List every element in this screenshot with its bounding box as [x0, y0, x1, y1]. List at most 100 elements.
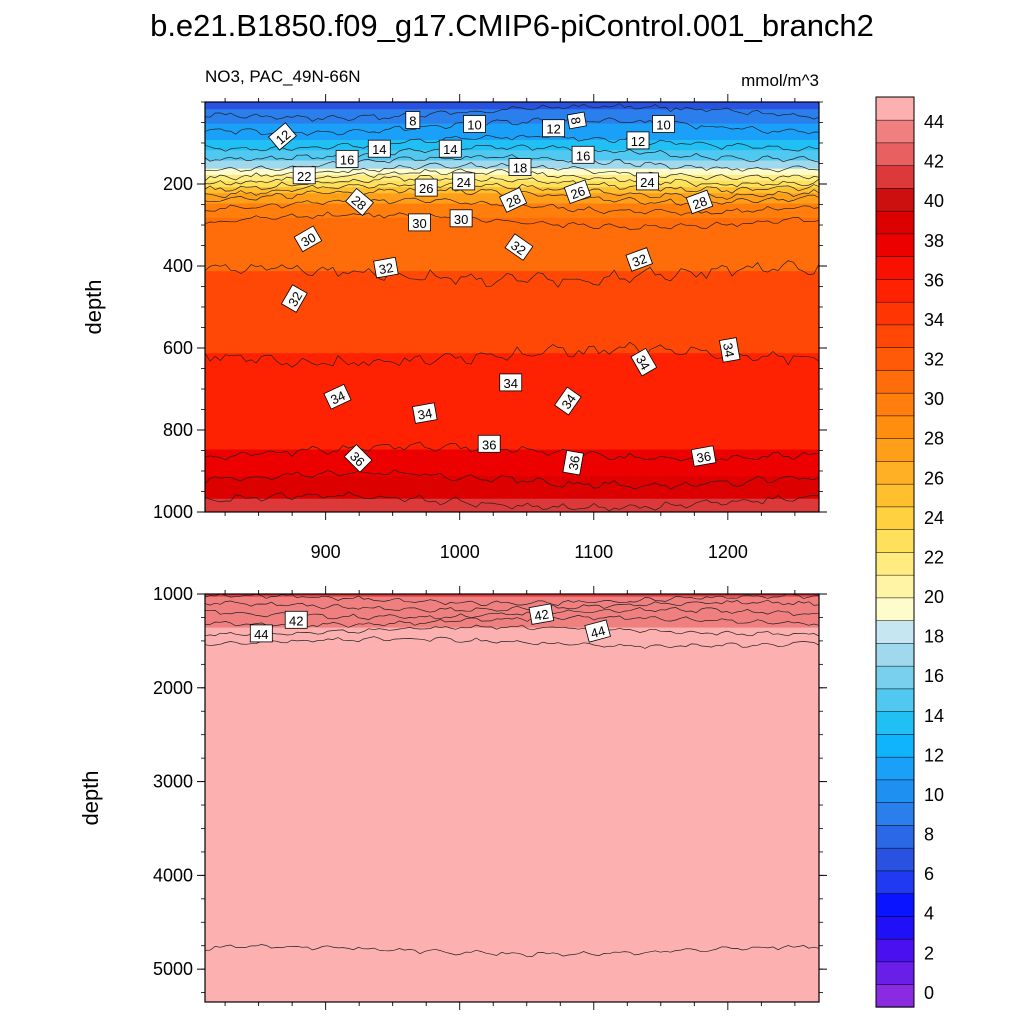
colorbar-swatch: [875, 733, 915, 758]
colorbar-swatch: [875, 551, 915, 576]
upper-contour-label-text: 32: [508, 238, 528, 259]
upper-contour-label: 34: [718, 337, 741, 363]
upper-contour-label: 24: [452, 172, 476, 191]
upper-contour-line: [205, 211, 819, 230]
upper-contour-label-text: 34: [720, 342, 737, 359]
upper-contour-line: [205, 175, 819, 194]
upper-contour-label: 34: [323, 383, 352, 410]
upper-band: [205, 271, 819, 360]
upper-contour-label-text: 32: [285, 289, 305, 309]
upper-contour-label-text: 26: [419, 181, 433, 196]
upper-contour-label-text: 12: [631, 134, 645, 149]
upper-contour-line: [205, 144, 819, 163]
upper-contour-label: 12: [626, 131, 650, 150]
upper-contour-label: 14: [438, 139, 462, 158]
colorbar-tick-label: 2: [924, 943, 934, 963]
upper-contour-label-text: 14: [372, 142, 386, 157]
upper-contour-label: 10: [463, 115, 486, 133]
upper-contour-label: 30: [449, 209, 473, 228]
upper-contour-label-text: 10: [656, 118, 670, 133]
units-label: mmol/m^3: [741, 71, 819, 90]
upper-contour-label-text: 34: [633, 353, 653, 373]
colorbar-swatch: [875, 256, 915, 280]
colorbar-tick-label: 42: [924, 152, 944, 172]
y-tick-label: 200: [163, 174, 193, 194]
colorbar-swatch: [875, 915, 915, 940]
upper-contour-label-text: 36: [695, 448, 712, 465]
upper-contour-label-text: 36: [482, 437, 496, 452]
upper-contour-label: 36: [343, 443, 373, 473]
upper-contour-label-text: 16: [340, 152, 354, 167]
colorbar-swatch: [875, 688, 915, 712]
y-tick-label: 400: [163, 256, 193, 276]
upper-contour-label: 10: [652, 115, 675, 133]
upper-contour-labels: 12 8 10 12 8 10 12 14 14 16 16 18 22 24 24 26 26 28 28 28 30…: [268, 111, 741, 476]
upper-contour-label: 34: [499, 373, 523, 392]
colorbar-swatch: [875, 870, 915, 894]
colorbar-tick-label: 14: [924, 706, 944, 726]
colorbar-swatch: [875, 119, 915, 144]
y-tick-label: 3000: [153, 772, 193, 792]
colorbar-tick-label: 10: [924, 785, 944, 805]
colorbar-tick-label: 24: [924, 508, 944, 528]
colorbar-swatch: [875, 847, 915, 872]
upper-contour-label-text: 26: [569, 183, 588, 202]
colorbar-swatch: [875, 483, 915, 508]
colorbar-swatch: [875, 642, 915, 667]
colorbar-swatch: [875, 802, 915, 826]
lower-field: [205, 594, 819, 1002]
upper-contour-line: [205, 260, 819, 288]
colorbar-tick-label: 8: [924, 825, 934, 845]
upper-contour-label-text: 10: [467, 118, 481, 133]
y-tick-label: 1000: [153, 502, 193, 522]
upper-contour-label: 28: [498, 187, 528, 213]
upper-contour-label: 12: [542, 119, 565, 138]
y-tick-label: 5000: [153, 959, 193, 979]
colorbar-swatch: [875, 597, 915, 621]
upper-contour-label-text: 36: [566, 454, 583, 471]
variable-label: NO3, PAC_49N-66N: [205, 67, 361, 86]
colorbar-swatch: [875, 460, 915, 485]
upper-contour-label: 18: [508, 158, 532, 177]
upper-contour-label: 34: [412, 402, 438, 424]
upper-contour-label-text: 30: [298, 230, 318, 250]
lower-contour-line: [205, 636, 819, 649]
colorbar-tick-label: 36: [924, 270, 944, 290]
lower-contour-line: [205, 624, 819, 637]
upper-axis-ticks: 200 400 600 800 1000 900 1000 1100 1200: [153, 94, 827, 562]
upper-contour-label-text: 8: [568, 116, 584, 126]
upper-contour-line: [205, 180, 819, 200]
x-tick-label: 1000: [440, 542, 480, 562]
colorbar-tick-label: 12: [924, 745, 944, 765]
upper-contour-label: 24: [636, 172, 659, 191]
upper-contour-line: [205, 469, 819, 490]
lower-contour-label: 42: [528, 603, 555, 625]
upper-contour-label: 8: [405, 111, 421, 129]
upper-band: [205, 353, 819, 456]
upper-contour-label: 32: [373, 256, 399, 279]
colorbar-swatch: [875, 984, 915, 1008]
y-tick-label: 1000: [153, 584, 193, 604]
y-tick-label: 4000: [153, 865, 193, 885]
lower-contour-label: 44: [584, 619, 611, 643]
colorbar-swatch: [875, 961, 915, 985]
colorbar-tick-label: 32: [924, 350, 944, 370]
colorbar-swatch: [875, 210, 915, 235]
colorbar-swatch: [875, 438, 915, 462]
lower-contour-line: [205, 944, 819, 958]
lower-band: [205, 947, 819, 1002]
lower-contour-line: [205, 599, 819, 613]
y-tick-label: 2000: [153, 678, 193, 698]
upper-contour-label-text: 12: [546, 122, 560, 137]
lower-y-axis-label: depth: [78, 770, 103, 825]
upper-contour-label-text: 28: [504, 191, 523, 211]
upper-contour-label: 26: [563, 179, 592, 204]
colorbar-swatch: [875, 506, 915, 530]
upper-contour-label: 36: [477, 434, 501, 453]
colorbar-tick-label: 20: [924, 587, 944, 607]
colorbar-swatch: [875, 233, 915, 257]
upper-contour-label: 34: [630, 347, 658, 377]
y-tick-label: 600: [163, 338, 193, 358]
colorbar-tick-label: 0: [924, 983, 934, 1003]
